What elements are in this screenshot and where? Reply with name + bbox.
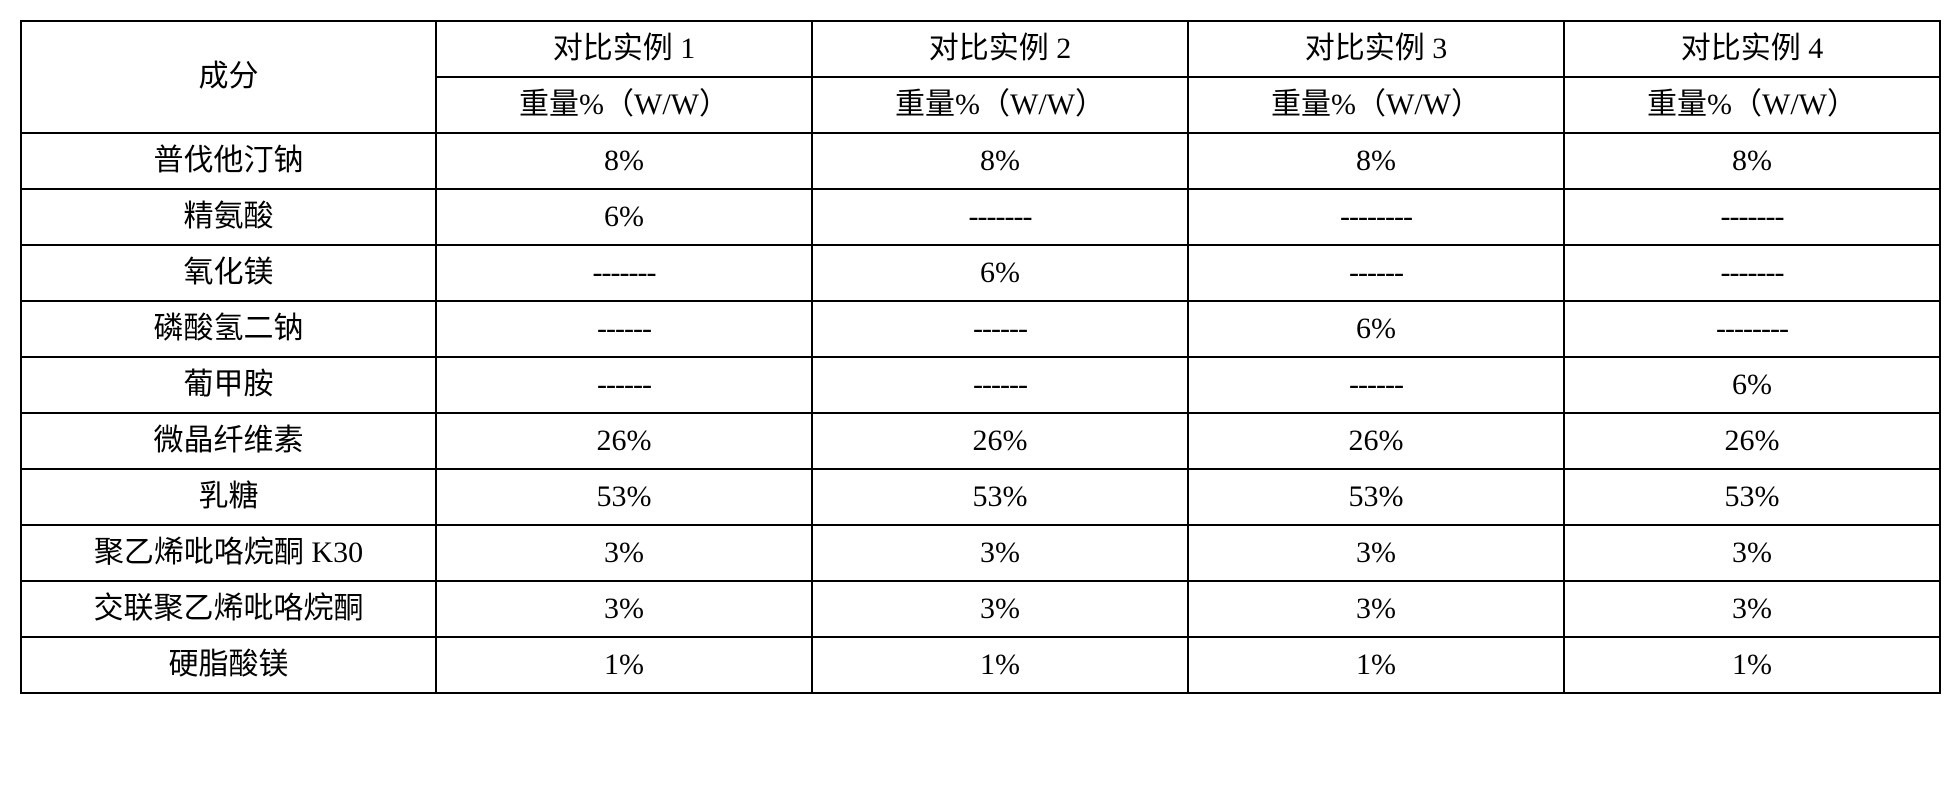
cell-value: 1% (812, 637, 1188, 693)
cell-value: 1% (1564, 637, 1940, 693)
header-col-2: 对比实例 2 (812, 21, 1188, 77)
cell-value: 3% (1564, 525, 1940, 581)
ingredient-name: 氧化镁 (21, 245, 436, 301)
table-row: 精氨酸6%---------------------- (21, 189, 1940, 245)
cell-value: ------- (436, 245, 812, 301)
cell-value: -------- (1188, 189, 1564, 245)
header-sub-1: 重量%（W/W） (436, 77, 812, 133)
cell-value: 6% (1188, 301, 1564, 357)
cell-value: 3% (1564, 581, 1940, 637)
cell-value: 8% (1188, 133, 1564, 189)
cell-value: ------ (1188, 357, 1564, 413)
cell-value: -------- (1564, 301, 1940, 357)
cell-value: ------- (1564, 245, 1940, 301)
table-row: 交联聚乙烯吡咯烷酮3%3%3%3% (21, 581, 1940, 637)
table-body: 普伐他汀钠8%8%8%8%精氨酸6%----------------------… (21, 133, 1940, 693)
table-row: 乳糖53%53%53%53% (21, 469, 1940, 525)
cell-value: 26% (1564, 413, 1940, 469)
cell-value: 6% (812, 245, 1188, 301)
cell-value: ------ (812, 301, 1188, 357)
cell-value: 8% (812, 133, 1188, 189)
cell-value: 3% (1188, 581, 1564, 637)
table-row: 硬脂酸镁1%1%1%1% (21, 637, 1940, 693)
cell-value: 26% (812, 413, 1188, 469)
header-sub-3: 重量%（W/W） (1188, 77, 1564, 133)
cell-value: 3% (436, 525, 812, 581)
ingredient-name: 聚乙烯吡咯烷酮 K30 (21, 525, 436, 581)
cell-value: ------- (1564, 189, 1940, 245)
table-row: 普伐他汀钠8%8%8%8% (21, 133, 1940, 189)
ingredient-name: 精氨酸 (21, 189, 436, 245)
cell-value: 8% (436, 133, 812, 189)
header-col-3: 对比实例 3 (1188, 21, 1564, 77)
cell-value: ------ (812, 357, 1188, 413)
cell-value: 53% (812, 469, 1188, 525)
cell-value: 3% (812, 525, 1188, 581)
cell-value: ------ (436, 301, 812, 357)
ingredient-name: 硬脂酸镁 (21, 637, 436, 693)
header-col-1: 对比实例 1 (436, 21, 812, 77)
header-sub-4: 重量%（W/W） (1564, 77, 1940, 133)
cell-value: 6% (436, 189, 812, 245)
cell-value: 1% (436, 637, 812, 693)
cell-value: 53% (436, 469, 812, 525)
cell-value: 26% (1188, 413, 1564, 469)
composition-table: 成分 对比实例 1 对比实例 2 对比实例 3 对比实例 4 重量%（W/W） … (20, 20, 1941, 694)
cell-value: ------ (436, 357, 812, 413)
header-ingredient: 成分 (21, 21, 436, 133)
cell-value: ------- (812, 189, 1188, 245)
cell-value: 3% (1188, 525, 1564, 581)
table-row: 葡甲胺------------------6% (21, 357, 1940, 413)
ingredient-name: 葡甲胺 (21, 357, 436, 413)
ingredient-name: 交联聚乙烯吡咯烷酮 (21, 581, 436, 637)
cell-value: 3% (436, 581, 812, 637)
cell-value: 8% (1564, 133, 1940, 189)
cell-value: 26% (436, 413, 812, 469)
header-col-4: 对比实例 4 (1564, 21, 1940, 77)
header-sub-2: 重量%（W/W） (812, 77, 1188, 133)
table-row: 氧化镁-------6%------------- (21, 245, 1940, 301)
cell-value: 1% (1188, 637, 1564, 693)
cell-value: 53% (1564, 469, 1940, 525)
header-row-1: 成分 对比实例 1 对比实例 2 对比实例 3 对比实例 4 (21, 21, 1940, 77)
ingredient-name: 乳糖 (21, 469, 436, 525)
table-row: 聚乙烯吡咯烷酮 K303%3%3%3% (21, 525, 1940, 581)
ingredient-name: 磷酸氢二钠 (21, 301, 436, 357)
cell-value: ------ (1188, 245, 1564, 301)
table-row: 磷酸氢二钠------------6%-------- (21, 301, 1940, 357)
cell-value: 53% (1188, 469, 1564, 525)
cell-value: 3% (812, 581, 1188, 637)
ingredient-name: 微晶纤维素 (21, 413, 436, 469)
cell-value: 6% (1564, 357, 1940, 413)
ingredient-name: 普伐他汀钠 (21, 133, 436, 189)
table-row: 微晶纤维素26%26%26%26% (21, 413, 1940, 469)
